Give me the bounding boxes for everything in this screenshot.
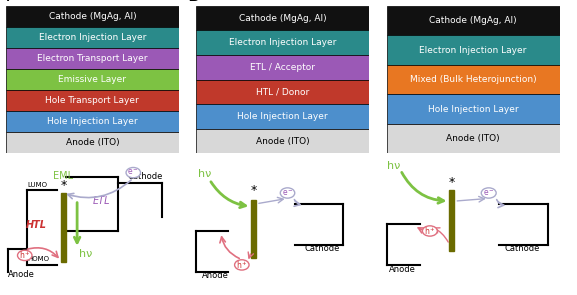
Bar [196,129,369,153]
Text: HTL: HTL [26,219,47,230]
Text: Electron Injection Layer: Electron Injection Layer [419,46,527,55]
Text: h$^+$: h$^+$ [236,259,248,271]
Text: *: * [449,176,455,189]
Bar [252,200,256,258]
Text: e$^-$: e$^-$ [128,168,139,177]
Text: *: * [250,184,257,197]
Text: hν: hν [198,169,211,179]
Bar [387,65,560,94]
Text: Cathode: Cathode [305,244,340,253]
Text: Hole Injection Layer: Hole Injection Layer [47,117,138,126]
Text: C: C [378,0,391,4]
Bar [387,6,560,35]
Text: A: A [0,0,9,5]
Bar [6,90,179,111]
Text: Anode (ITO): Anode (ITO) [66,138,119,148]
Text: h$^+$: h$^+$ [19,250,31,261]
Text: Cathode: Cathode [504,244,540,253]
Bar [6,111,179,132]
Text: h$^+$: h$^+$ [424,225,436,237]
Bar [61,193,66,262]
Bar [196,55,369,80]
Bar [387,124,560,153]
Text: Anode: Anode [8,270,35,279]
Text: Cathode (MgAg, Al): Cathode (MgAg, Al) [239,14,327,23]
Bar [449,190,455,251]
Text: e$^-$: e$^-$ [282,188,294,198]
Text: Electron Injection Layer: Electron Injection Layer [39,33,146,42]
Text: Anode: Anode [389,265,415,274]
Bar [387,94,560,124]
Text: Anode (ITO): Anode (ITO) [256,137,309,146]
Text: Hole Injection Layer: Hole Injection Layer [428,105,519,114]
Bar [6,27,179,48]
Circle shape [481,188,496,198]
Bar [6,69,179,90]
Text: ETL / Acceptor: ETL / Acceptor [250,63,315,72]
Text: LUMO: LUMO [28,182,48,188]
Text: hν: hν [79,249,92,259]
Bar [196,30,369,55]
Bar [6,6,179,27]
Text: Cathode (MgAg, Al): Cathode (MgAg, Al) [48,12,136,21]
Text: *: * [60,179,66,192]
Text: Mixed (Bulk Heterojunction): Mixed (Bulk Heterojunction) [410,75,537,84]
Text: Hole Transport Layer: Hole Transport Layer [46,96,139,105]
Text: Cathode: Cathode [128,172,163,181]
Bar [196,80,369,104]
Text: ETL: ETL [93,196,110,206]
Text: Emissive Layer: Emissive Layer [58,75,126,84]
Text: Electron Injection Layer: Electron Injection Layer [229,38,336,47]
Text: Hole Injection Layer: Hole Injection Layer [237,112,328,121]
Circle shape [422,226,437,236]
Text: Electron Transport Layer: Electron Transport Layer [37,54,148,63]
Bar [6,132,179,153]
Bar [387,35,560,65]
Circle shape [280,188,295,198]
Text: e$^-$: e$^-$ [483,188,494,198]
Text: EML: EML [53,171,73,181]
Circle shape [235,260,249,270]
Text: HOMO: HOMO [28,256,50,262]
Text: HTL / Donor: HTL / Donor [256,87,309,96]
Text: B: B [188,0,200,5]
Text: Anode: Anode [202,271,228,281]
Bar [196,104,369,129]
Bar [6,48,179,69]
Text: hν: hν [387,160,400,171]
Circle shape [17,250,32,260]
Bar [196,6,369,30]
Text: Cathode (MgAg, Al): Cathode (MgAg, Al) [429,16,517,25]
Text: Anode (ITO): Anode (ITO) [447,134,500,143]
Circle shape [126,168,141,178]
